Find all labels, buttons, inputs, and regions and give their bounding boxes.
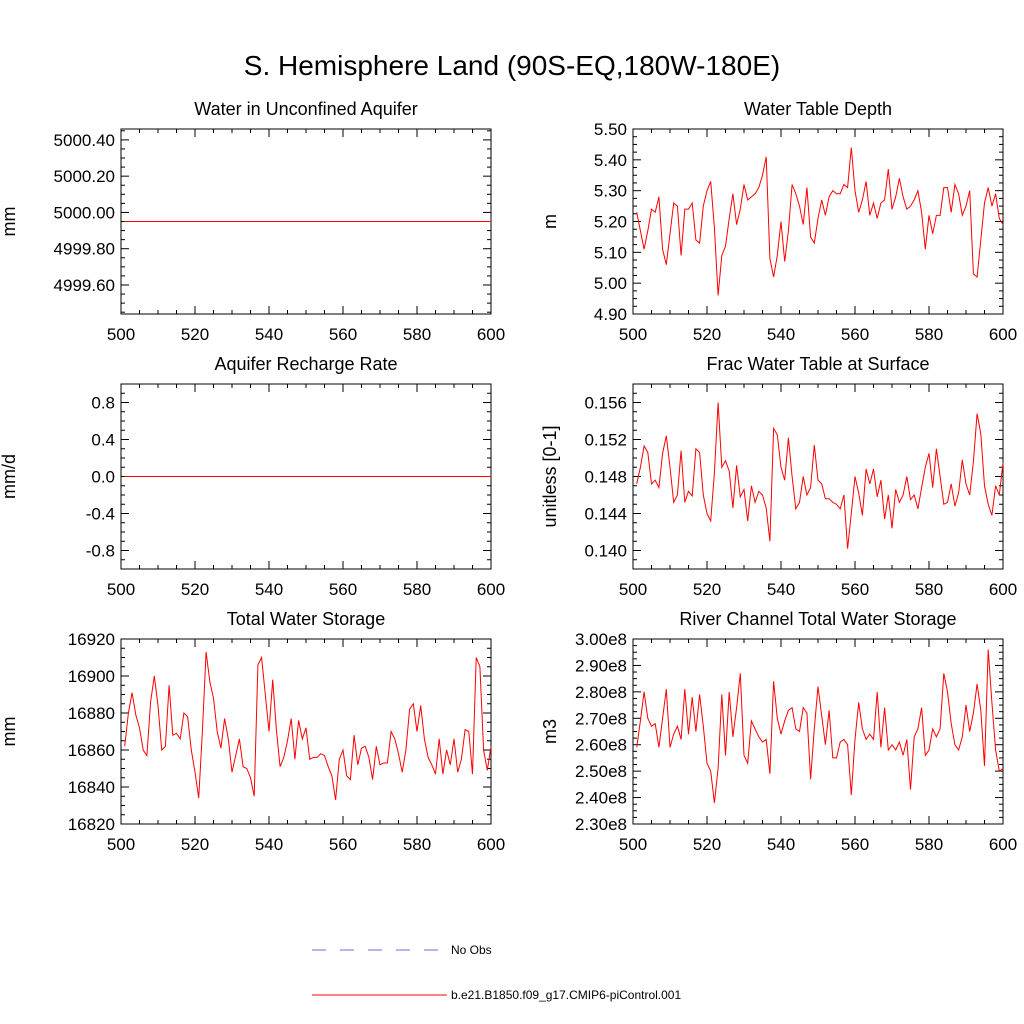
panel-title: Total Water Storage — [227, 609, 385, 629]
x-tick-label: 500 — [619, 835, 647, 854]
y-tick-label: 5.00 — [594, 274, 627, 293]
x-tick-label: 580 — [915, 835, 943, 854]
x-tick-label: 500 — [107, 580, 135, 599]
panel-title: Water Table Depth — [744, 99, 892, 119]
panel-water-table-depth: Water Table Depth m 500 520 540 560 580 600 4.90… — [540, 99, 1017, 344]
y-tick-label: -0.8 — [86, 542, 115, 561]
y-tick-label: 16820 — [68, 815, 115, 834]
x-tick-label: 580 — [915, 325, 943, 344]
x-tick-label: 540 — [255, 835, 283, 854]
x-tick-label: 600 — [477, 835, 505, 854]
y-axis-label: mm/d — [0, 454, 19, 499]
y-tick-label: 4999.80 — [54, 240, 115, 259]
y-axis-label: mm — [0, 717, 19, 747]
x-tick-label: 540 — [767, 580, 795, 599]
panel-frac-water-table-at-surface: Frac Water Table at Surface unitless [0-1… — [540, 354, 1017, 599]
panel-title: River Channel Total Water Storage — [679, 609, 956, 629]
y-tick-label: 2.60e8 — [575, 736, 627, 755]
x-tick-label: 520 — [693, 835, 721, 854]
y-tick-label: 0.4 — [91, 431, 115, 450]
x-tick-label: 580 — [403, 835, 431, 854]
x-tick-label: 520 — [181, 835, 209, 854]
x-tick-label: 560 — [329, 835, 357, 854]
x-tick-label: 560 — [841, 835, 869, 854]
y-tick-label: 3.00e8 — [575, 630, 627, 649]
y-tick-label: 16920 — [68, 630, 115, 649]
series-line-model — [636, 649, 1004, 803]
y-tick-label: 0.8 — [91, 394, 115, 413]
y-tick-label: 4.90 — [594, 305, 627, 324]
y-tick-label: 16880 — [68, 704, 115, 723]
x-tick-label: 540 — [767, 325, 795, 344]
x-tick-label: 580 — [403, 580, 431, 599]
panel-river-channel-total-water-storage: River Channel Total Water Storage m3 500 52… — [540, 609, 1017, 854]
y-tick-label: 16900 — [68, 667, 115, 686]
x-tick-label: 500 — [107, 325, 135, 344]
panel-aquifer-recharge-rate: Aquifer Recharge Rate mm/d 500 520 540 560 580… — [0, 354, 505, 599]
x-tick-label: 600 — [989, 580, 1017, 599]
x-tick-label: 600 — [989, 835, 1017, 854]
y-axis-label: mm — [0, 207, 19, 237]
x-tick-label: 600 — [477, 580, 505, 599]
x-tick-label: 560 — [841, 580, 869, 599]
y-tick-label: 5.40 — [594, 151, 627, 170]
legend: No Obs b.e21.B1850.f09_g17.CMIP6-piContr… — [312, 943, 681, 1002]
y-tick-label: 0.144 — [584, 505, 627, 524]
y-tick-label: 5000.40 — [54, 131, 115, 150]
x-tick-label: 540 — [255, 580, 283, 599]
x-tick-label: 520 — [181, 580, 209, 599]
x-tick-label: 600 — [989, 325, 1017, 344]
series-line-model — [124, 651, 492, 801]
y-tick-label: 5.10 — [594, 243, 627, 262]
y-tick-label: 0.152 — [584, 431, 627, 450]
y-axis-label: unitless [0-1] — [540, 425, 560, 527]
legend-no-obs-label: No Obs — [451, 943, 492, 957]
x-tick-label: 560 — [329, 325, 357, 344]
main-title: S. Hemisphere Land (90S-EQ,180W-180E) — [243, 50, 781, 81]
x-tick-label: 520 — [693, 325, 721, 344]
series-line-model — [636, 402, 1004, 549]
y-tick-label: 5.20 — [594, 213, 627, 232]
panel-title: Aquifer Recharge Rate — [214, 354, 397, 374]
x-tick-label: 560 — [329, 580, 357, 599]
y-tick-label: 2.40e8 — [575, 789, 627, 808]
y-axis-label: m — [540, 214, 560, 229]
y-tick-label: 0.0 — [91, 468, 115, 487]
y-tick-label: 2.30e8 — [575, 815, 627, 834]
legend-model-label: b.e21.B1850.f09_g17.CMIP6-piControl.001 — [451, 988, 681, 1002]
y-tick-label: 2.80e8 — [575, 683, 627, 702]
x-tick-label: 540 — [255, 325, 283, 344]
y-tick-label: 2.70e8 — [575, 709, 627, 728]
x-tick-label: 580 — [403, 325, 431, 344]
y-tick-label: 5000.20 — [54, 167, 115, 186]
panel-water-in-unconfined-aquifer: Water in Unconfined Aquifer mm 500 520 540 56… — [0, 99, 505, 344]
x-tick-label: 600 — [477, 325, 505, 344]
x-tick-label: 520 — [181, 325, 209, 344]
y-tick-label: 16840 — [68, 778, 115, 797]
x-tick-label: 500 — [107, 835, 135, 854]
y-tick-label: 0.156 — [584, 394, 627, 413]
y-tick-label: 2.50e8 — [575, 762, 627, 781]
series-line-model — [636, 147, 1004, 296]
x-tick-label: 500 — [619, 325, 647, 344]
panel-total-water-storage: Total Water Storage mm 500 520 540 560 580 600 1… — [0, 609, 505, 854]
x-tick-label: 560 — [841, 325, 869, 344]
y-tick-label: 4999.60 — [54, 276, 115, 295]
y-tick-label: -0.4 — [86, 505, 115, 524]
y-tick-label: 16860 — [68, 741, 115, 760]
x-tick-label: 520 — [693, 580, 721, 599]
x-tick-label: 580 — [915, 580, 943, 599]
panel-title: Water in Unconfined Aquifer — [194, 99, 417, 119]
y-tick-label: 2.90e8 — [575, 656, 627, 675]
x-tick-label: 500 — [619, 580, 647, 599]
y-axis-label: m3 — [540, 719, 560, 744]
y-tick-label: 5.50 — [594, 120, 627, 139]
x-tick-label: 540 — [767, 835, 795, 854]
y-tick-label: 0.140 — [584, 542, 627, 561]
y-tick-label: 0.148 — [584, 468, 627, 487]
y-tick-label: 5000.00 — [54, 203, 115, 222]
y-tick-label: 5.30 — [594, 182, 627, 201]
panel-title: Frac Water Table at Surface — [706, 354, 929, 374]
